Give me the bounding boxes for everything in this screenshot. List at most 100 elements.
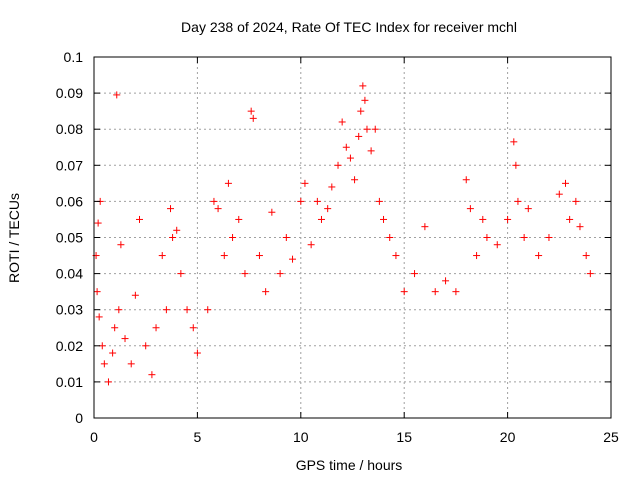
data-point [262, 288, 270, 296]
y-tick-label: 0.07 [56, 157, 83, 173]
data-point [411, 270, 419, 278]
x-tick-label: 0 [90, 429, 98, 445]
y-tick-label: 0.03 [56, 302, 83, 318]
data-point [355, 132, 363, 140]
x-axis-label: GPS time / hours [296, 457, 403, 473]
y-tick-label: 0.02 [56, 338, 83, 354]
data-point [148, 371, 156, 379]
data-point [131, 291, 139, 299]
data-point [346, 154, 354, 162]
data-point [167, 205, 175, 213]
y-tick-label: 0.08 [56, 121, 83, 137]
data-point [204, 306, 212, 314]
data-point [400, 288, 408, 296]
data-point [442, 277, 450, 285]
data-point [177, 270, 185, 278]
data-point [371, 125, 379, 133]
x-tick-label: 5 [194, 429, 202, 445]
y-axis-label: ROTI / TECUs [6, 193, 22, 283]
y-tick-label: 0.04 [56, 266, 83, 282]
data-point [235, 215, 243, 223]
data-point [479, 215, 487, 223]
data-point [224, 179, 232, 187]
data-point [109, 349, 117, 357]
data-point [586, 270, 594, 278]
data-point [351, 176, 359, 184]
data-point [576, 223, 584, 231]
data-point [338, 118, 346, 126]
data-point [328, 183, 336, 191]
y-tick-label: 0 [75, 410, 83, 426]
x-tick-label: 25 [603, 429, 619, 445]
data-point [357, 107, 365, 115]
data-point [214, 205, 222, 213]
data-point [121, 335, 129, 343]
data-point [512, 161, 520, 169]
data-point [169, 234, 177, 241]
data-point [183, 306, 191, 314]
data-point [189, 324, 197, 332]
data-point [93, 288, 101, 296]
data-point [152, 324, 160, 332]
data-point [301, 179, 309, 187]
data-point [562, 179, 570, 187]
data-point [313, 197, 321, 205]
data-point [555, 190, 563, 198]
data-point [247, 107, 255, 115]
y-tick-label: 0.1 [64, 49, 84, 65]
data-point [520, 234, 528, 241]
data-point [363, 125, 371, 133]
data-point [324, 205, 332, 213]
data-point [289, 255, 297, 263]
data-point [297, 197, 305, 205]
data-point [268, 208, 276, 216]
chart-title: Day 238 of 2024, Rate Of TEC Index for r… [181, 19, 517, 35]
data-point [367, 147, 375, 155]
y-axis-ticks: 0 0.01 0.02 0.03 0.04 0.05 0.06 0.07 0.08 0.09 0.1 [56, 49, 611, 426]
data-point [220, 252, 228, 260]
y-tick-label: 0.06 [56, 193, 83, 209]
data-point [282, 234, 290, 241]
data-point [135, 215, 143, 223]
data-point [94, 219, 102, 227]
data-point [111, 324, 119, 332]
data-point [193, 349, 201, 357]
data-point [334, 161, 342, 169]
data-point [276, 270, 284, 278]
x-tick-label: 20 [500, 429, 516, 445]
data-point [95, 313, 103, 321]
data-point [386, 234, 394, 241]
y-tick-label: 0.05 [56, 230, 83, 246]
data-point [342, 143, 350, 151]
data-point [104, 378, 112, 386]
data-point [249, 114, 257, 122]
data-point [572, 197, 580, 205]
data-point [504, 215, 512, 223]
data-point [466, 205, 474, 213]
data-point [173, 226, 181, 234]
data-point [361, 96, 369, 104]
data-point [115, 306, 123, 314]
data-point [229, 234, 237, 241]
x-tick-label: 15 [396, 429, 412, 445]
data-point [375, 197, 383, 205]
data-point [255, 252, 263, 260]
data-point [100, 360, 108, 368]
data-point [535, 252, 543, 260]
data-point [545, 234, 553, 241]
x-axis-ticks: 0 5 10 15 20 25 [90, 57, 619, 445]
data-point [117, 241, 125, 249]
data-point [483, 234, 491, 241]
data-point [493, 241, 501, 249]
data-point [142, 342, 150, 350]
data-point [524, 205, 532, 213]
data-point [162, 306, 170, 314]
data-point [127, 360, 135, 368]
data-point [317, 215, 325, 223]
data-point [452, 288, 460, 296]
data-point [582, 252, 590, 260]
data-point [510, 138, 518, 146]
data-point [359, 82, 367, 90]
data-point [473, 252, 481, 260]
